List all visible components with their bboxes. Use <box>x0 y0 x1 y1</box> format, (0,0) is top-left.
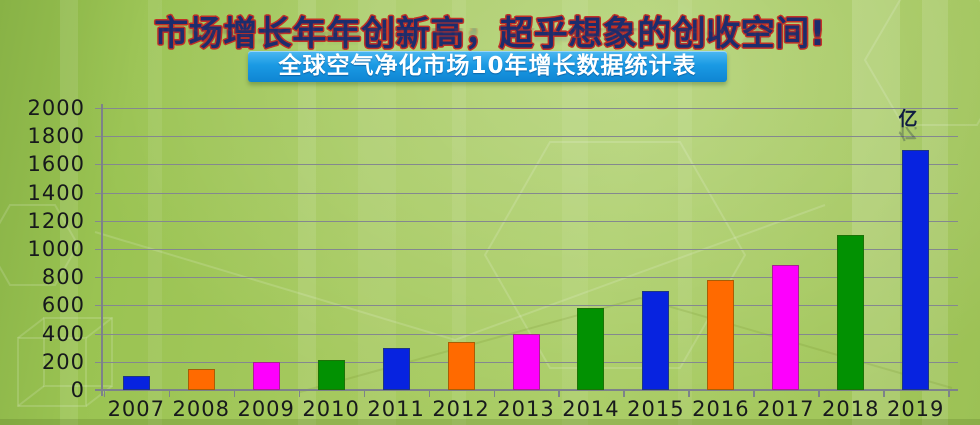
x-axis-tick <box>753 391 755 397</box>
x-axis-tick <box>948 391 950 397</box>
x-axis-label: 2018 <box>822 397 880 421</box>
x-axis-label: 2008 <box>172 397 230 421</box>
bar-2015 <box>642 291 670 390</box>
y-axis-label: 2000 <box>27 96 85 120</box>
y-axis-label: 1400 <box>27 180 85 205</box>
bar-2012 <box>447 342 475 390</box>
x-axis-label: 2009 <box>237 397 295 421</box>
bar-2009 <box>252 361 280 390</box>
x-axis-label: 2017 <box>757 397 815 421</box>
y-axis-label: 0 <box>70 378 85 402</box>
x-axis-label: 2019 <box>886 397 945 421</box>
subtitle-banner-text: 全球空气净化市场10年增长数据统计表 <box>278 53 697 79</box>
gridline <box>95 249 958 250</box>
x-axis-label: 2007 <box>107 397 166 421</box>
x-axis-tick <box>688 391 690 397</box>
bar-2008 <box>187 368 215 390</box>
x-axis-label: 2011 <box>367 397 425 421</box>
x-axis-tick <box>363 391 366 397</box>
y-axis-label: 1200 <box>27 208 85 233</box>
title-reflection-text: 市场增长年年创新高，超乎想象的创收空间! <box>154 28 826 48</box>
y-axis-label: 1600 <box>27 152 85 177</box>
y-axis-line <box>101 104 103 396</box>
gridline <box>95 192 958 194</box>
x-axis-tick <box>883 391 885 397</box>
bar-2019 <box>902 150 930 390</box>
unit-label-text: 亿 <box>898 108 918 130</box>
x-axis-tick <box>233 391 236 397</box>
x-axis-tick <box>428 391 431 397</box>
x-axis-line <box>95 389 958 391</box>
y-axis-label: 200 <box>41 349 85 374</box>
bar-2010 <box>317 360 345 390</box>
bar-2017 <box>772 264 800 390</box>
y-axis-label: 800 <box>41 265 85 290</box>
y-axis-label: 600 <box>41 293 85 318</box>
x-axis-label: 2010 <box>302 397 360 421</box>
subtitle-banner: 全球空气净化市场10年增长数据统计表 <box>248 51 727 82</box>
bottom-band <box>0 419 980 425</box>
x-axis-tick <box>298 391 301 397</box>
bar-2014 <box>577 308 605 390</box>
x-axis-label: 2014 <box>562 397 620 421</box>
x-axis-tick <box>818 391 820 397</box>
y-axis-label: 1000 <box>27 237 85 261</box>
y-axis-label: 1800 <box>27 124 85 149</box>
gridline <box>95 108 958 109</box>
y-axis-label: 400 <box>41 321 85 346</box>
gridline <box>95 136 958 138</box>
bar-2013 <box>512 333 540 390</box>
gridline <box>95 164 958 166</box>
gridline <box>95 220 958 222</box>
bar-2011 <box>382 347 410 390</box>
title-reflection: 市场增长年年创新高，超乎想象的创收空间! <box>0 28 980 48</box>
x-axis-tick <box>623 391 625 397</box>
x-axis-tick <box>493 391 496 397</box>
bar-2016 <box>707 280 735 390</box>
gridline <box>95 277 958 279</box>
x-axis-label: 2013 <box>497 397 555 421</box>
bar-2018 <box>837 234 865 390</box>
page-title: 市场增长年年创新高，超乎想象的创收空间! <box>154 13 826 54</box>
bar-2007 <box>122 375 150 390</box>
x-axis-label: 2012 <box>432 397 490 421</box>
x-axis-tick <box>103 391 106 397</box>
unit-label-reflection: 亿 <box>898 127 918 142</box>
x-axis-label: 2015 <box>627 397 685 421</box>
unit-label: 亿 亿 <box>880 108 936 142</box>
gridline <box>95 305 958 307</box>
x-axis-label: 2016 <box>692 397 750 421</box>
x-axis-tick <box>558 391 560 397</box>
x-axis-tick <box>168 391 171 397</box>
